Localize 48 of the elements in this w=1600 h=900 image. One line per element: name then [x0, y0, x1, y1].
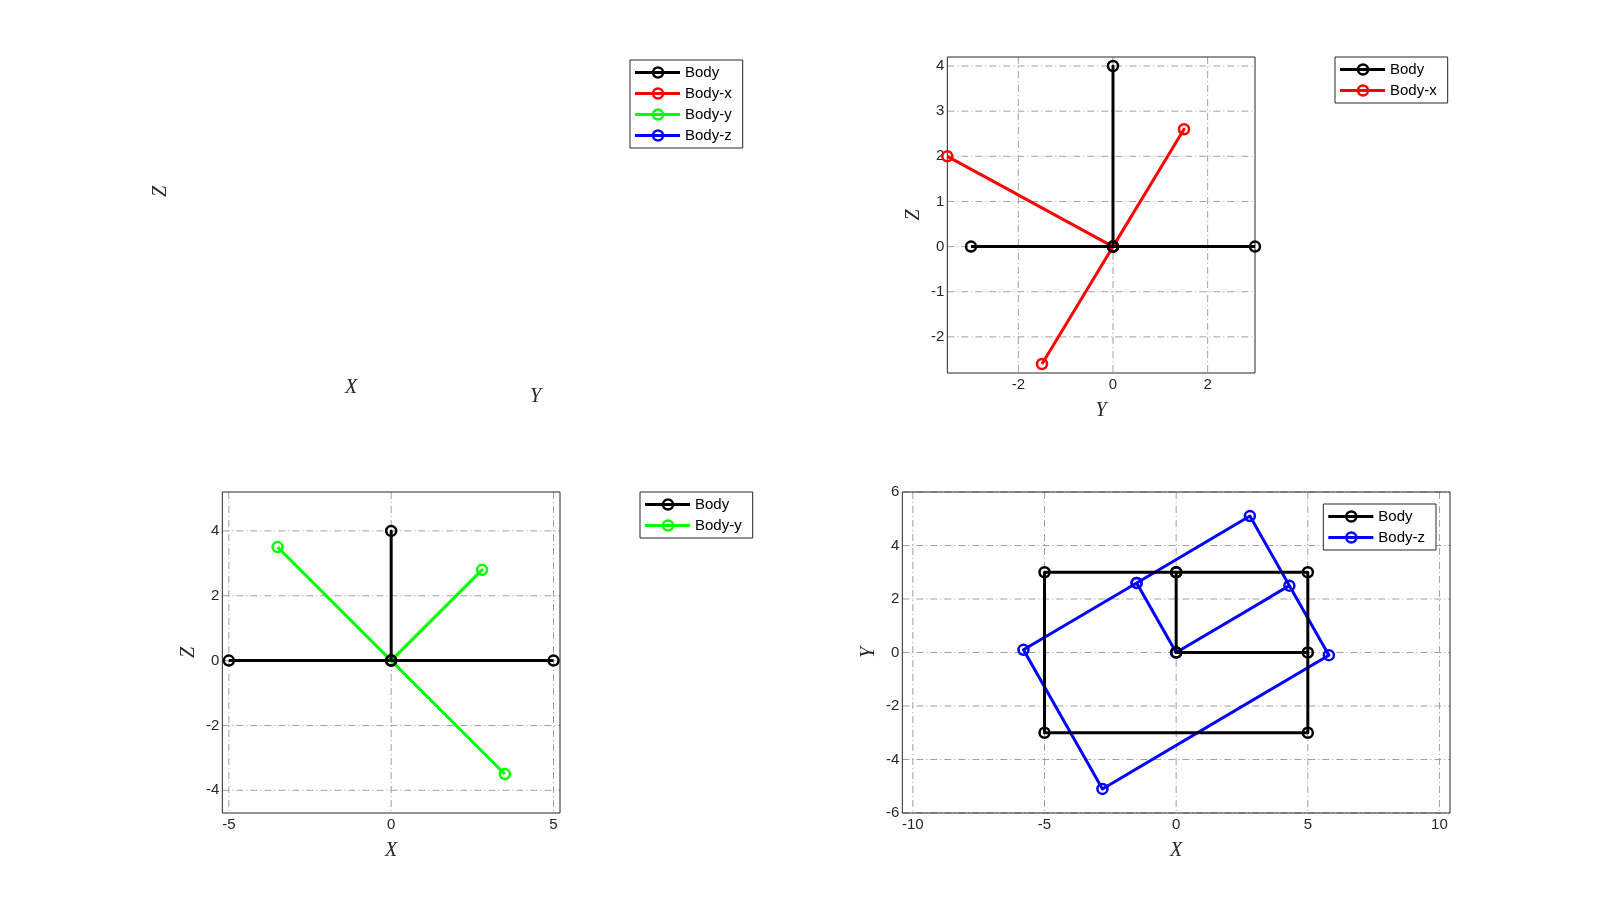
- x-tick-label: 0: [1108, 375, 1118, 393]
- y-axis-title: Z: [901, 208, 924, 221]
- x-tick-label: 10: [1431, 815, 1448, 833]
- legend-label: Body-z: [685, 125, 732, 143]
- x-tick-label: -5: [222, 815, 236, 833]
- legend-label: Body-z: [1378, 527, 1425, 545]
- y-axis-title: Z: [176, 646, 199, 659]
- x-tick-label: -2: [1011, 375, 1026, 393]
- y-tick-label: 2: [210, 585, 220, 603]
- x-tick-label: 5: [1303, 815, 1312, 833]
- text: X: [344, 375, 358, 398]
- text: Y: [530, 384, 543, 407]
- y-tick-label: -4: [205, 780, 220, 798]
- x-axis-title: X: [384, 838, 399, 861]
- x-tick-label: 0: [1172, 815, 1181, 833]
- legend-label: Body-x: [685, 83, 733, 101]
- legend-label: Body-y: [685, 104, 733, 122]
- y-tick-label: -2: [930, 327, 945, 345]
- y-tick-label: 0: [935, 236, 945, 254]
- x-tick-label: -5: [1037, 815, 1052, 833]
- legend-label: Body: [695, 494, 730, 512]
- y-tick-label: -6: [885, 803, 900, 821]
- legend-label: Body: [685, 62, 720, 80]
- y-tick-label: -1: [930, 281, 945, 299]
- y-tick-label: 1: [935, 191, 945, 209]
- legend-label: Body: [1378, 506, 1413, 524]
- x-tick-label: 2: [1203, 375, 1212, 393]
- text: Z: [148, 185, 171, 197]
- y-tick-label: -2: [885, 696, 900, 714]
- y-tick-label: 4: [210, 521, 220, 539]
- y-tick-label: 6: [890, 482, 900, 500]
- y-tick-label: 3: [935, 101, 945, 119]
- y-tick-label: -4: [885, 749, 900, 767]
- y-tick-label: 2: [890, 589, 900, 607]
- legend-label: Body-x: [1390, 80, 1438, 98]
- legend-label: Body: [1390, 59, 1425, 77]
- x-axis-title: Y: [1095, 398, 1109, 421]
- x-tick-label: 5: [549, 815, 558, 833]
- y-axis-title: Y: [856, 645, 879, 659]
- y-tick-label: -2: [205, 715, 220, 733]
- y-tick-label: 4: [935, 56, 945, 74]
- x-axis-title: X: [1169, 838, 1184, 861]
- y-tick-label: 0: [210, 650, 220, 668]
- x-tick-label: -10: [902, 815, 924, 833]
- y-tick-label: 0: [890, 642, 900, 660]
- y-tick-label: 4: [890, 535, 900, 553]
- legend-label: Body-y: [695, 515, 743, 533]
- x-tick-label: 0: [387, 815, 396, 833]
